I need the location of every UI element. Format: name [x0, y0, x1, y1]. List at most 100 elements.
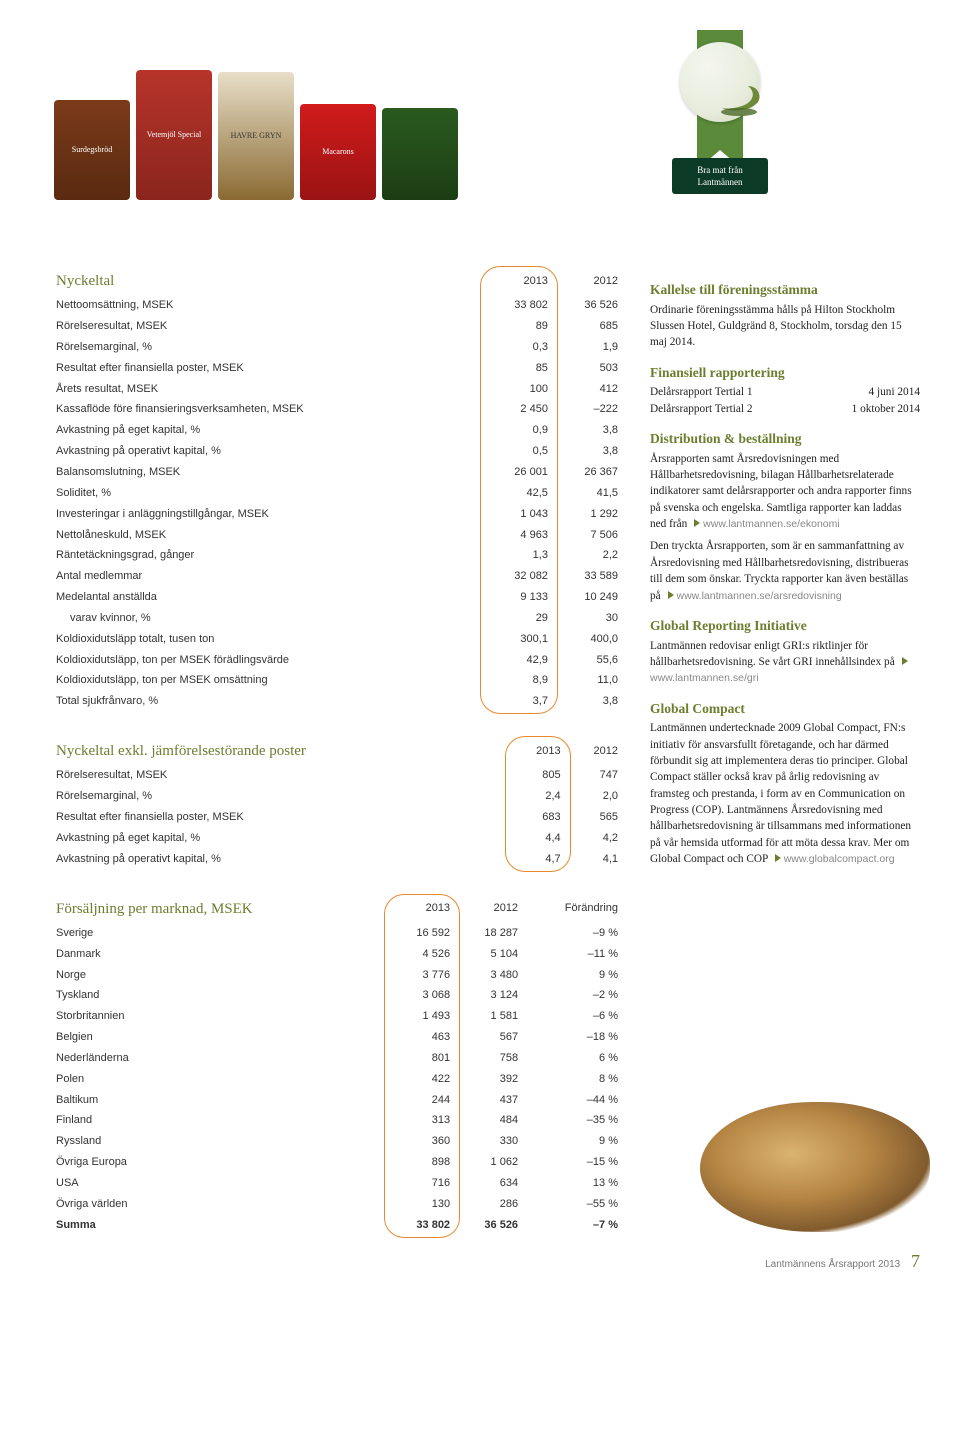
row-label: Storbritannien [54, 1006, 388, 1027]
table3-total-2012: 36 526 [456, 1215, 524, 1236]
row-label: varav kvinnor, % [54, 608, 484, 629]
side-h1: Kallelse till föreningsstämma [650, 280, 920, 300]
side-p4: Lantmännen redovisar enligt GRI:s riktli… [650, 638, 920, 687]
row-label: Räntetäckningsgrad, gånger [54, 545, 484, 566]
row-label: Nettoomsättning, MSEK [54, 295, 484, 316]
row-value: 0,5 [484, 441, 554, 462]
row-value: 3 068 [388, 985, 456, 1006]
row-value: 0,3 [484, 337, 554, 358]
side-h5: Global Compact [650, 699, 920, 719]
row-value: 16 592 [388, 923, 456, 944]
row-value: 32 082 [484, 566, 554, 587]
table-row: Avkastning på operativt kapital, %0,53,8 [54, 441, 624, 462]
nyckeltal-table-block: Nyckeltal 2013 2012 Nettoomsättning, MSE… [54, 268, 624, 712]
table1-year-2013: 2013 [484, 268, 554, 295]
table-row: Danmark4 5265 104–11 % [54, 944, 624, 965]
product-1: Surdegsbröd [54, 100, 130, 200]
row-label: Resultat efter finansiella poster, MSEK [54, 807, 509, 828]
row-value: 130 [388, 1194, 456, 1215]
row-value: 3 480 [456, 965, 524, 986]
row-value: 42,9 [484, 650, 554, 671]
table-row: Resultat efter finansiella poster, MSEK8… [54, 358, 624, 379]
side-p1: Ordinarie föreningsstämma hålls på Hilto… [650, 302, 920, 351]
row-value: 567 [456, 1027, 524, 1048]
row-label: Finland [54, 1110, 388, 1131]
row-label: Övriga världen [54, 1194, 388, 1215]
row-value: 41,5 [554, 483, 624, 504]
row-value: 8,9 [484, 670, 554, 691]
row-value: 11,0 [554, 670, 624, 691]
table-row: Antal medlemmar32 08233 589 [54, 566, 624, 587]
table-row: Sverige16 59218 287–9 % [54, 923, 624, 944]
row-label: Koldioxidutsläpp totalt, tusen ton [54, 629, 484, 650]
row-value: 33 589 [554, 566, 624, 587]
row-value: 685 [554, 316, 624, 337]
table3-h-2013: 2013 [388, 896, 456, 923]
row-value: 683 [509, 807, 566, 828]
row-label: Antal medlemmar [54, 566, 484, 587]
row-label: Soliditet, % [54, 483, 484, 504]
row-label: Koldioxidutsläpp, ton per MSEK förädling… [54, 650, 484, 671]
table-row: Nettolåneskuld, MSEK4 9637 506 [54, 525, 624, 546]
table-row: Nederländerna8017586 % [54, 1048, 624, 1069]
table2-year-2013: 2013 [509, 738, 566, 765]
table-row: Polen4223928 % [54, 1069, 624, 1090]
row-value: 26 001 [484, 462, 554, 483]
row-value: 3,7 [484, 691, 554, 712]
row-value: 1,9 [554, 337, 624, 358]
row-value: 300,1 [484, 629, 554, 650]
arrow-icon [694, 519, 700, 527]
bread-image [700, 1102, 930, 1232]
row-label: Danmark [54, 944, 388, 965]
row-value: 484 [456, 1110, 524, 1131]
table3-h-2012: 2012 [456, 896, 524, 923]
row-value: 565 [567, 807, 624, 828]
row-value: –55 % [524, 1194, 624, 1215]
row-value: 898 [388, 1152, 456, 1173]
table2-year-2012: 2012 [567, 738, 624, 765]
table-row: Avkastning på eget kapital, %4,44,2 [54, 828, 624, 849]
row-value: 26 367 [554, 462, 624, 483]
row-value: 10 249 [554, 587, 624, 608]
table3-title: Försäljning per marknad, MSEK [54, 896, 388, 923]
row-value: 758 [456, 1048, 524, 1069]
row-value: 1 581 [456, 1006, 524, 1027]
row-value: –44 % [524, 1090, 624, 1111]
table-row: Baltikum244437–44 % [54, 1090, 624, 1111]
product-3: HAVRE GRYN [218, 72, 294, 200]
footer-text: Lantmännens Årsrapport 2013 [765, 1259, 900, 1270]
row-label: Investeringar i anläggningstillgångar, M… [54, 504, 484, 525]
row-value: 4 526 [388, 944, 456, 965]
row-value: –15 % [524, 1152, 624, 1173]
row-value: 9 % [524, 965, 624, 986]
row-value: 400,0 [554, 629, 624, 650]
table-row: Rörelseresultat, MSEK805747 [54, 765, 624, 786]
table-row: Storbritannien1 4931 581–6 % [54, 1006, 624, 1027]
row-value: 463 [388, 1027, 456, 1048]
row-value: 3 124 [456, 985, 524, 1006]
row-label: Avkastning på operativt kapital, % [54, 441, 484, 462]
product-4: Macarons [300, 104, 376, 200]
row-value: 2,4 [509, 786, 566, 807]
product-5 [382, 108, 458, 200]
row-value: 3,8 [554, 441, 624, 462]
table-row: Soliditet, %42,541,5 [54, 483, 624, 504]
row-value: 89 [484, 316, 554, 337]
row-value: 412 [554, 379, 624, 400]
row-label: Nederländerna [54, 1048, 388, 1069]
side-p3b: Den tryckta Årsrapporten, som är en samm… [650, 538, 920, 604]
row-label: USA [54, 1173, 388, 1194]
side-p5: Lantmännen undertecknade 2009 Global Com… [650, 720, 920, 867]
table-row: Koldioxidutsläpp, ton per MSEK omsättnin… [54, 670, 624, 691]
row-label: Ryssland [54, 1131, 388, 1152]
side-p5-text: Lantmännen undertecknade 2009 Global Com… [650, 722, 911, 865]
row-label: Rörelsemarginal, % [54, 337, 484, 358]
url-ekonomi: www.lantmannen.se/ekonomi [703, 518, 840, 530]
row-value: 634 [456, 1173, 524, 1194]
side-p3a: Årsrapporten samt Årsredovisningen med H… [650, 451, 920, 533]
row-value: 244 [388, 1090, 456, 1111]
url-gri: www.lantmannen.se/gri [650, 672, 759, 684]
row-value: 4,4 [509, 828, 566, 849]
report-2-date: 1 oktober 2014 [852, 401, 920, 417]
sales-by-market-table: Försäljning per marknad, MSEK 2013 2012 … [54, 896, 624, 1236]
